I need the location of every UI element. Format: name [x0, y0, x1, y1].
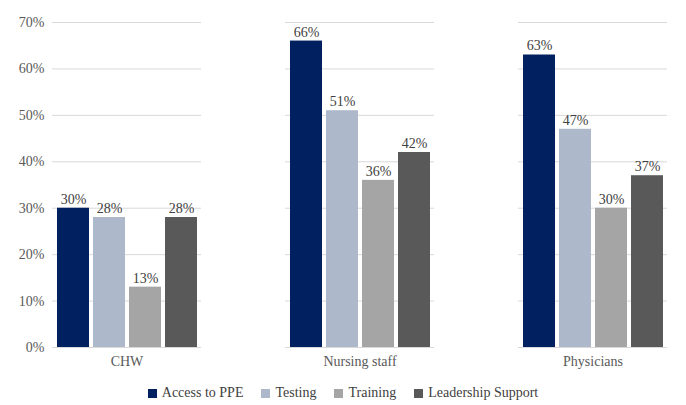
- html-text:Leadership Support: Leadership Support: [428, 385, 539, 400]
- svg-text:30%: 30%: [19, 201, 45, 216]
- svg-text:37%: 37%: [635, 159, 661, 174]
- svg-text:30%: 30%: [599, 192, 625, 207]
- svg-text:28%: 28%: [97, 201, 123, 216]
- svg-text:30%: 30%: [61, 192, 87, 207]
- svg-text:Physicians: Physicians: [563, 354, 623, 369]
- svg-text:0%: 0%: [26, 340, 45, 355]
- svg-text:28%: 28%: [169, 201, 195, 216]
- svg-text:20%: 20%: [19, 247, 45, 262]
- svg-text:60%: 60%: [19, 61, 45, 76]
- svg-text:63%: 63%: [527, 38, 553, 53]
- svg-text:Nursing staff: Nursing staff: [323, 354, 397, 369]
- html-text:Training: Training: [348, 385, 397, 400]
- svg-text:70%: 70%: [19, 15, 45, 30]
- svg-text:51%: 51%: [330, 94, 356, 109]
- svg-text:10%: 10%: [19, 294, 45, 309]
- svg-text:CHW: CHW: [111, 354, 144, 369]
- svg-text:66%: 66%: [294, 25, 320, 40]
- html-text:Testing: Testing: [275, 385, 317, 400]
- svg-text:47%: 47%: [563, 113, 589, 128]
- svg-text:13%: 13%: [133, 271, 159, 286]
- html-text:Access to PPE: Access to PPE: [161, 385, 244, 400]
- svg-text:42%: 42%: [402, 136, 428, 151]
- svg-text:50%: 50%: [19, 108, 45, 123]
- svg-text:36%: 36%: [366, 164, 392, 179]
- svg-text:40%: 40%: [19, 154, 45, 169]
